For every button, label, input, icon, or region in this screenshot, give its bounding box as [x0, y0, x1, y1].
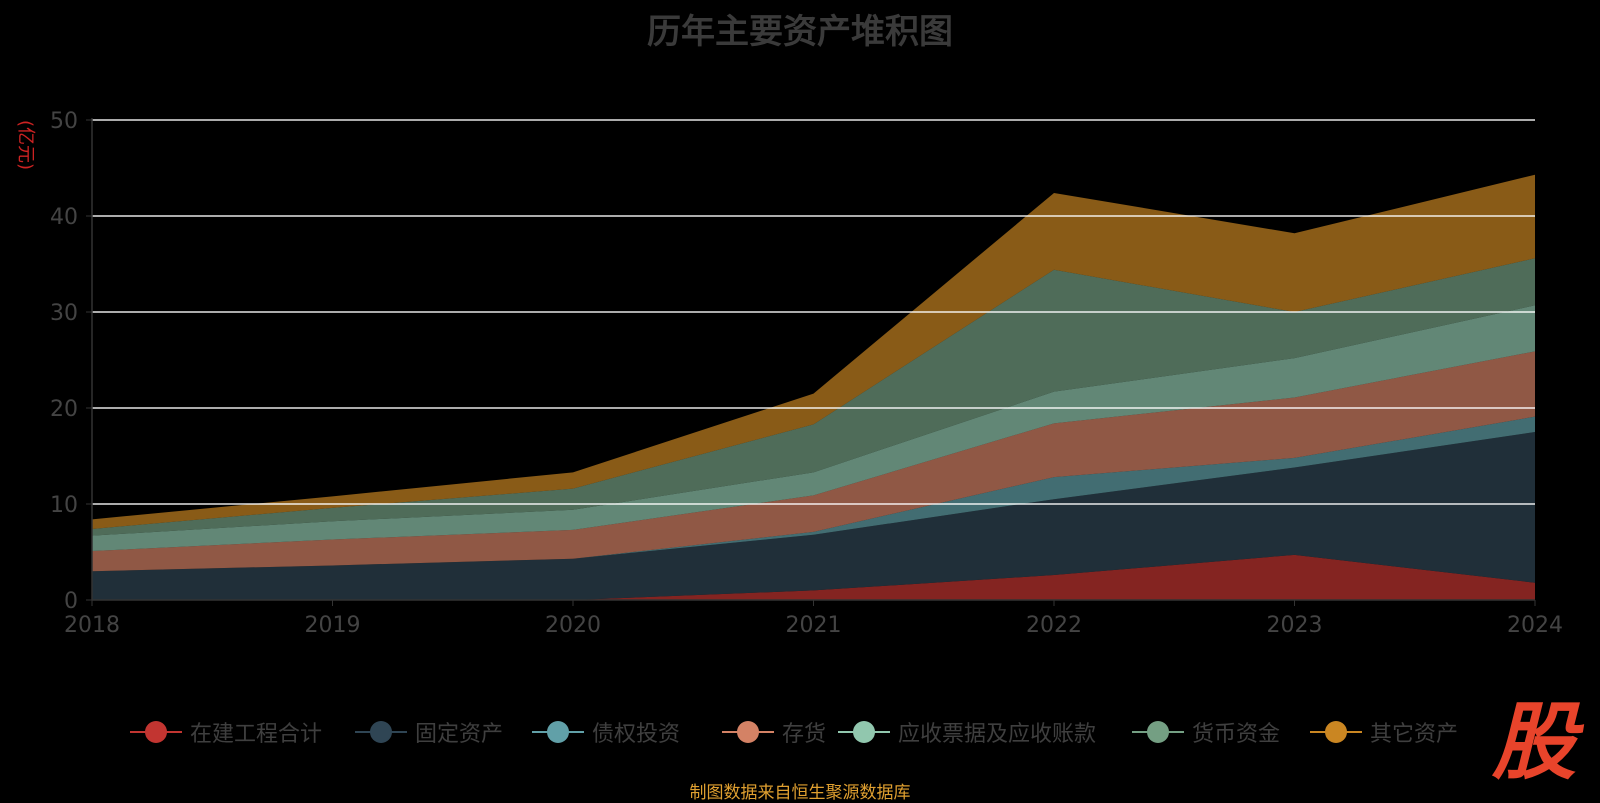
legend-label: 存货 — [782, 722, 827, 747]
y-tick-label-1: 10 — [50, 493, 78, 518]
area-6 — [92, 174, 1535, 529]
legend-item-4[interactable]: 应收票据及应收账款 — [838, 715, 1096, 749]
area-0 — [92, 554, 1535, 600]
x-tick-label-6: 2024 — [1507, 613, 1563, 638]
x-tick-label-2: 2020 — [545, 613, 601, 638]
x-tick-label-1: 2019 — [305, 613, 361, 638]
y-tick-label-0: 0 — [64, 589, 78, 614]
chart-legend: 在建工程合计 固定资产 债权投资 存货 应收票据及应收账款 货币资金 其它资产 — [0, 715, 1600, 749]
y-tick-label-5: 50 — [50, 109, 78, 134]
y-tick-label-4: 40 — [50, 205, 78, 230]
area-1 — [92, 432, 1535, 600]
data-source-note: 制图数据来自恒生聚源数据库 — [689, 783, 911, 803]
legend-item-2[interactable]: 债权投资 — [532, 715, 680, 749]
area-5 — [92, 258, 1535, 536]
x-tick-label-4: 2022 — [1026, 613, 1082, 638]
brand-logo: 股 — [1492, 693, 1577, 791]
legend-label: 债权投资 — [592, 722, 681, 747]
legend-marker-icon — [838, 715, 890, 749]
legend-item-5[interactable]: 货币资金 — [1132, 715, 1280, 749]
chart-title: 历年主要资产堆积图 — [647, 12, 953, 52]
legend-marker-icon — [130, 715, 182, 749]
legend-label: 应收票据及应收账款 — [898, 722, 1097, 747]
x-tick-label-5: 2023 — [1267, 613, 1323, 638]
legend-item-0[interactable]: 在建工程合计 — [130, 715, 322, 749]
y-tick-label-2: 20 — [50, 397, 78, 422]
x-tick-label-0: 2018 — [64, 613, 120, 638]
legend-item-6[interactable]: 其它资产 — [1310, 715, 1458, 749]
legend-marker-icon — [722, 715, 774, 749]
legend-marker-icon — [1132, 715, 1184, 749]
legend-marker-icon — [355, 715, 407, 749]
legend-label: 固定资产 — [415, 722, 504, 747]
legend-label: 在建工程合计 — [190, 722, 323, 747]
legend-marker-icon — [532, 715, 584, 749]
area-series-group — [92, 174, 1535, 600]
legend-label: 其它资产 — [1370, 722, 1459, 747]
area-3 — [92, 351, 1535, 572]
x-tick-label-3: 2021 — [786, 613, 842, 638]
y-tick-label-3: 30 — [50, 301, 78, 326]
legend-item-3[interactable]: 存货 — [722, 715, 826, 749]
legend-label: 货币资金 — [1192, 722, 1281, 747]
legend-item-1[interactable]: 固定资产 — [355, 715, 503, 749]
legend-marker-icon — [1310, 715, 1362, 749]
